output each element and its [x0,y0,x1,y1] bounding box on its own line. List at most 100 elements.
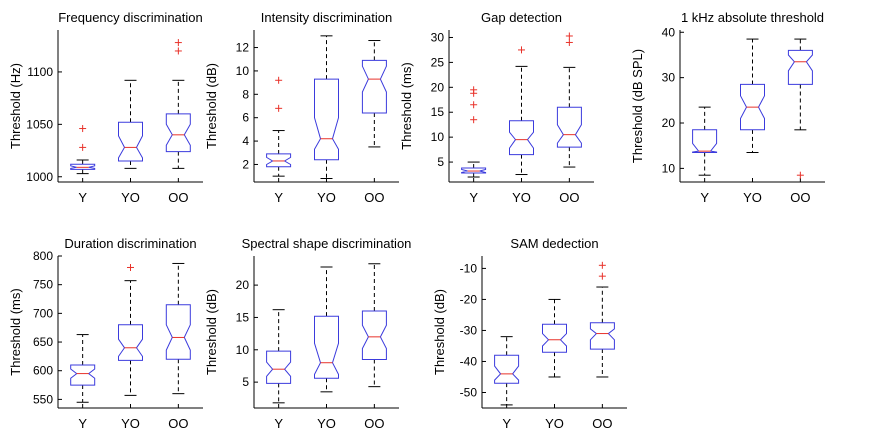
notched-box [165,113,191,153]
box-y [266,76,292,177]
outlier-point [174,47,182,55]
notched-box [70,364,96,386]
chart-title: Gap detection [481,10,562,25]
y-axis-label: Threshold (dB SPL) [630,49,645,163]
box-oo [556,32,582,168]
chart-panel: Spectral shape discrimination Threshold (… [204,236,411,431]
x-tick-label: OO [364,190,384,205]
x-tick-label: YO [545,416,564,431]
x-tick-label: Y [78,416,87,431]
box-yo [118,79,143,169]
box-y [494,336,520,406]
outlier-point [470,116,478,124]
chart-title: Duration discrimination [64,236,196,251]
y-tick-label: 20 [431,80,445,94]
chart-panel: SAM dedection Threshold (dB) -50 -40 -30 -20 -… [432,236,627,431]
notched-box [692,129,718,153]
y-tick-label: 2 [242,157,249,171]
chart-panel: 1 kHz absolute threshold Threshold (dB SP… [630,10,825,205]
box-yo [118,263,143,396]
notched-box [787,49,813,85]
notched-box [314,315,339,379]
notched-box [118,121,143,162]
chart-title: Intensity discrimination [261,10,393,25]
y-tick-label: 30 [662,71,676,85]
outlier-point [796,171,804,179]
notched-box [361,310,387,360]
y-axis-label: Threshold (ms) [8,288,23,375]
y-axis-label: Threshold (dB) [204,63,219,149]
notched-box [542,323,567,353]
outlier-point [275,104,283,112]
box-oo [361,263,387,388]
x-tick-label: Y [469,190,478,205]
y-tick-label: 550 [33,392,53,406]
y-tick-label: 600 [33,364,53,378]
outlier-point [79,125,87,133]
outlier-point [598,272,606,280]
y-tick-label: 12 [236,41,250,55]
y-tick-label: 15 [236,310,250,324]
notched-box [314,78,339,161]
y-tick-label: 1100 [27,65,53,79]
outlier-point [79,143,87,151]
box-yo [314,35,339,179]
y-tick-label: 25 [431,55,445,69]
chart-panel: Duration discrimination Threshold (ms) 550… [8,236,203,431]
box-oo [361,40,387,148]
x-tick-label: YO [121,190,140,205]
chart-title: Frequency discrimination [58,10,203,25]
box-y [70,334,96,403]
outlier-point [565,38,573,46]
notched-box [509,120,534,156]
outlier-point [470,101,478,109]
box-yo [509,46,534,176]
y-tick-label: 10 [662,161,676,175]
chart-panel: Intensity discrimination Threshold (dB) 2 4… [204,10,399,205]
y-tick-label: -30 [460,323,478,337]
x-tick-label: YO [743,190,762,205]
outlier-point [598,261,606,269]
chart-title: 1 kHz absolute threshold [681,10,824,25]
notched-box [740,83,765,131]
y-tick-label: 750 [33,278,53,292]
outlier-point [174,39,182,47]
chart-panel: Gap detection Threshold (ms) 5 10 15 20 25 30 Y Y… [399,10,594,205]
x-tick-label: Y [78,190,87,205]
box-oo [165,262,191,395]
outlier-point [275,76,283,84]
y-axis-label: Threshold (Hz) [8,63,23,149]
y-axis-label: Threshold (dB) [204,289,219,375]
y-tick-label: -40 [460,354,478,368]
y-tick-label: -20 [460,292,478,306]
y-tick-label: 15 [431,105,445,119]
box-y [461,86,487,178]
x-tick-label: OO [364,416,384,431]
outlier-point [127,263,134,271]
box-oo [589,261,615,378]
notched-box [461,167,487,174]
notched-box [266,350,292,384]
notched-box [70,163,96,170]
y-tick-label: -10 [460,261,478,275]
notched-box [589,322,615,350]
y-tick-label: 700 [33,306,53,320]
x-tick-label: OO [168,416,188,431]
x-tick-label: YO [121,416,140,431]
box-yo [542,298,567,378]
chart-title: Spectral shape discrimination [242,236,412,251]
x-tick-label: Y [700,190,709,205]
notched-box [266,153,292,168]
x-tick-label: OO [592,416,612,431]
y-tick-label: 6 [242,111,249,125]
notched-box [118,324,143,361]
box-yo [314,266,339,393]
x-tick-label: Y [502,416,511,431]
box-y [70,125,96,175]
y-tick-label: 650 [33,335,53,349]
y-tick-label: 10 [431,130,445,144]
box-oo [165,39,191,169]
x-tick-label: OO [168,190,188,205]
